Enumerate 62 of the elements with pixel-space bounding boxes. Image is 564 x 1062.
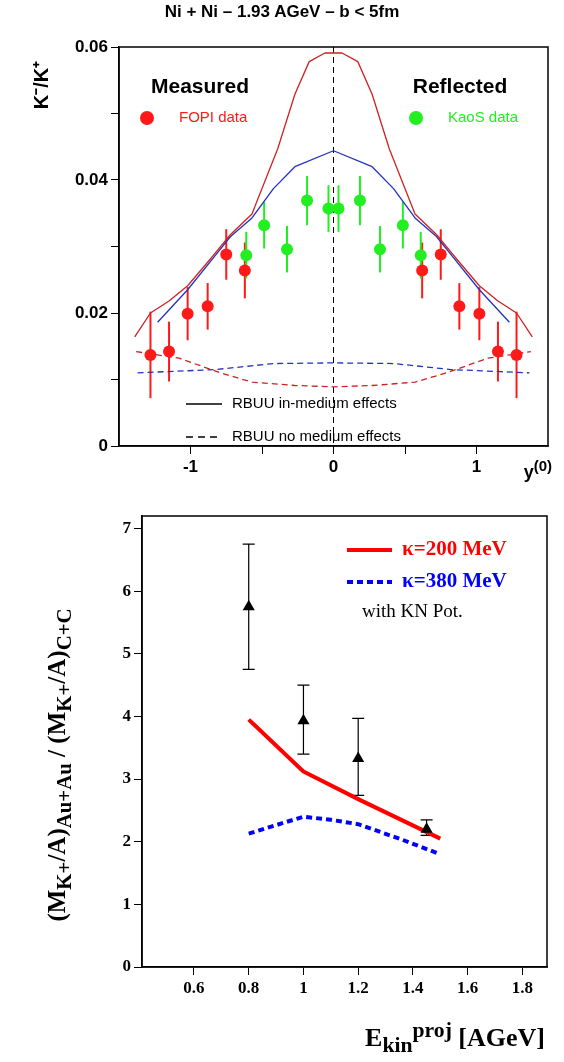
x-tick-label: 0	[328, 456, 339, 476]
point	[396, 219, 409, 232]
x-axis-title: y$^{(0)}$	[523, 457, 552, 483]
x-tick-label: 1.8	[511, 977, 533, 997]
y-tick-label: 7	[122, 517, 132, 537]
point	[281, 243, 294, 256]
legend-label: FOPI data	[179, 108, 249, 126]
point	[434, 248, 447, 261]
x-tick-label: 1	[471, 456, 482, 476]
x-tick-label: 1	[299, 977, 308, 997]
point	[144, 348, 157, 361]
y-tick-label: 0.04	[74, 169, 109, 189]
point	[163, 345, 176, 358]
x-axis-title: E$_{kin}$$^{proj}$ [AGeV]	[365, 1017, 545, 1059]
y-tick-label: 5	[122, 643, 131, 663]
point	[301, 194, 314, 207]
point	[258, 219, 271, 232]
point	[240, 249, 253, 262]
point	[473, 307, 486, 320]
legend-label: κ=380 MeV	[402, 568, 507, 593]
point	[322, 202, 335, 215]
point	[373, 243, 386, 256]
point	[416, 264, 429, 277]
annotation: Measured	[150, 73, 250, 97]
annotation: RBUU no medium effects	[232, 427, 401, 445]
x-tick-label: 1.4	[402, 977, 425, 997]
point	[453, 300, 466, 313]
point	[332, 202, 345, 215]
point	[201, 300, 214, 313]
point	[353, 194, 366, 207]
chart-title: Ni + Ni – 1.93 AGeV – b < 5fm	[163, 2, 401, 22]
point	[242, 599, 255, 611]
x-tick-label: 1.6	[457, 977, 479, 997]
point	[297, 713, 310, 725]
line-series	[135, 350, 532, 388]
y-axis-title: K⁻/K⁺	[28, 60, 53, 110]
x-tick-label: 0.6	[183, 977, 205, 997]
y-tick-label: 1	[122, 893, 131, 913]
legend-label: KaoS data	[448, 108, 519, 126]
point	[181, 307, 194, 320]
x-tick-label: 0.8	[238, 977, 260, 997]
y-tick-label: 0.02	[74, 302, 108, 322]
y-tick-label: 0	[98, 435, 108, 455]
y-tick-label: 0.06	[74, 36, 108, 56]
annotation: RBUU in-medium effects	[232, 394, 397, 412]
point	[510, 348, 523, 361]
line-series	[136, 362, 531, 374]
y-tick-label: 6	[122, 580, 131, 600]
y-tick-label: 2	[122, 831, 131, 851]
annotation: Reflected	[412, 73, 508, 97]
point	[414, 249, 427, 262]
y-tick-label: 3	[122, 768, 131, 788]
point	[238, 264, 251, 277]
point	[491, 345, 504, 358]
point	[220, 248, 233, 261]
y-tick-label: 0	[122, 956, 131, 976]
x-tick-label: 1.2	[347, 977, 369, 997]
y-tick-label: 4	[122, 705, 132, 725]
x-tick-label: -1	[182, 456, 199, 476]
point	[352, 751, 365, 762]
annotation: with KN Pot.	[362, 599, 463, 621]
legend-label: κ=200 MeV	[402, 536, 507, 561]
